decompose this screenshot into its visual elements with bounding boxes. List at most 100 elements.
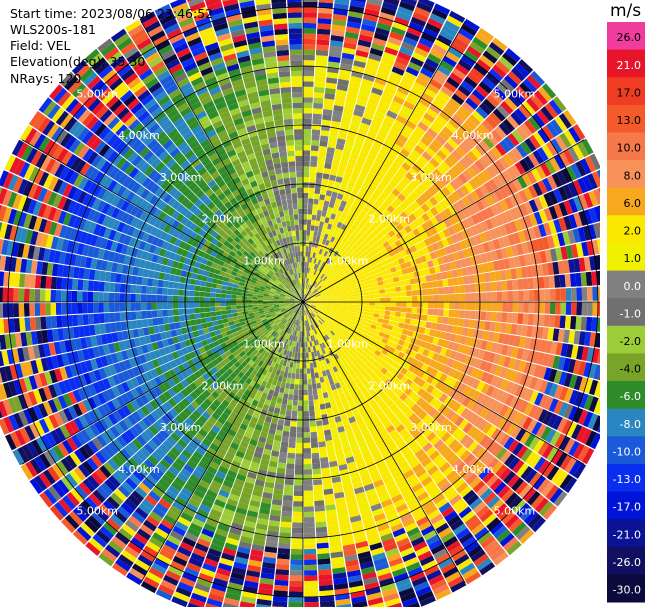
radar-gate <box>348 296 354 300</box>
radar-gate <box>432 337 440 345</box>
radar-gate <box>303 224 307 231</box>
radar-gate <box>379 61 393 71</box>
radar-gate <box>349 320 356 325</box>
radar-gate <box>341 290 348 294</box>
radar-gate <box>369 260 377 267</box>
radar-gate <box>312 113 322 120</box>
radar-gate <box>399 262 407 270</box>
radar-gate <box>312 108 323 115</box>
radar-gate <box>284 484 294 491</box>
radar-gate <box>359 274 366 280</box>
radar-gate <box>362 269 369 275</box>
radar-gate <box>505 246 514 258</box>
radar-gate <box>336 311 342 315</box>
radar-gate <box>537 147 549 162</box>
radar-gate <box>347 86 360 94</box>
radar-gate <box>435 134 447 146</box>
radar-gate <box>319 403 326 410</box>
radar-gate <box>375 27 390 37</box>
radar-gate <box>517 278 524 290</box>
radar-gate <box>360 266 367 272</box>
radar-gate <box>403 100 416 111</box>
radar-gate <box>367 315 374 321</box>
radar-gate <box>445 51 460 63</box>
radar-gate <box>543 192 554 207</box>
radar-gate <box>397 152 408 162</box>
radar-gate <box>528 199 539 213</box>
radar-gate <box>320 292 326 296</box>
radar-gate <box>310 251 314 258</box>
radar-gate <box>292 522 303 528</box>
radar-gate <box>391 271 399 278</box>
radar-gate <box>544 159 556 175</box>
radar-gate <box>378 204 387 213</box>
radar-gate <box>393 197 403 206</box>
radar-gate <box>429 103 442 115</box>
radar-gate <box>517 313 524 325</box>
radar-gate <box>331 294 338 298</box>
radar-gate <box>599 393 600 398</box>
radar-gate <box>470 190 480 202</box>
radar-gate <box>568 214 578 229</box>
radar-gate <box>489 191 500 204</box>
radar-gate <box>324 263 330 270</box>
radar-gate <box>337 305 343 309</box>
radar-gate <box>457 84 472 97</box>
radar-gate <box>318 288 324 293</box>
radar-gate <box>312 275 317 281</box>
radar-gate <box>393 61 407 71</box>
radar-gate <box>414 145 425 155</box>
radar-gate <box>444 262 452 271</box>
radar-gate <box>431 280 438 288</box>
radar-gate <box>444 332 452 341</box>
radar-gate <box>347 306 354 310</box>
radar-gate <box>309 235 314 242</box>
radar-gate <box>350 0 366 3</box>
radar-gate <box>434 223 443 233</box>
radar-gate <box>362 18 377 27</box>
radar-gate <box>371 192 380 201</box>
radar-gate <box>327 179 335 187</box>
radar-gate <box>482 330 490 341</box>
radar-gate <box>323 200 330 207</box>
radar-gate <box>303 230 307 236</box>
radar-gate <box>341 52 355 60</box>
radar-gate <box>272 600 288 607</box>
radar-gate <box>559 274 566 288</box>
radar-gate <box>510 324 518 335</box>
radar-gate <box>411 290 418 296</box>
radar-gate <box>576 287 583 301</box>
radar-gate <box>582 225 592 241</box>
radar-gate <box>484 230 493 242</box>
radar-gate <box>277 392 284 399</box>
radar-gate <box>311 287 316 292</box>
radar-gate <box>365 63 379 72</box>
radar-gate <box>588 363 597 379</box>
radar-gate <box>458 318 465 327</box>
radar-gate <box>319 451 328 458</box>
radar-gate <box>303 389 308 396</box>
radar-gate <box>309 362 314 369</box>
radar-gate <box>329 268 335 274</box>
radar-gate <box>422 62 437 74</box>
radar-gate <box>324 162 332 170</box>
radar-gate <box>316 304 322 307</box>
radar-gate <box>418 0 435 8</box>
radar-gate <box>321 299 328 301</box>
radar-gate <box>354 55 368 63</box>
radar-gate <box>326 272 332 278</box>
radar-gate <box>568 259 576 273</box>
radar-gate <box>306 262 310 268</box>
radar-gate <box>441 126 454 138</box>
radar-gate <box>286 377 291 384</box>
radar-gate <box>317 278 322 284</box>
radar-gate <box>420 67 434 79</box>
radar-gate <box>377 318 384 323</box>
radar-gate <box>563 129 577 146</box>
radar-gate <box>332 303 338 306</box>
radar-gate <box>387 230 396 238</box>
radar-gate <box>323 256 329 263</box>
radar-gate <box>383 0 400 6</box>
radar-gate <box>295 448 303 454</box>
radar-gate <box>316 420 323 427</box>
